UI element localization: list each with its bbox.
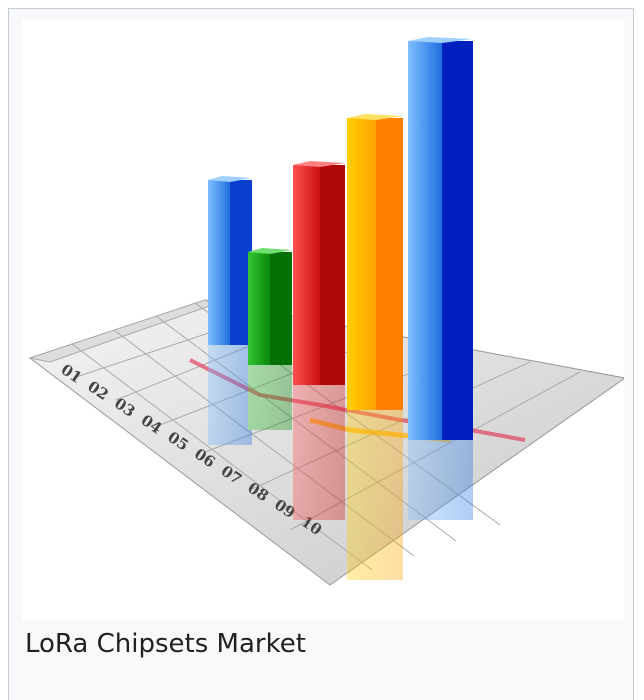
thumbnail-card: 01 02 03 04 05 06 07 08 09 10 xyxy=(8,8,634,700)
bar-orange xyxy=(347,114,403,410)
bars xyxy=(208,37,473,440)
bar-blue-large xyxy=(408,37,473,440)
caption: LoRa Chipsets Market xyxy=(25,629,306,659)
bar-blue-small xyxy=(208,176,252,345)
chart-illustration: 01 02 03 04 05 06 07 08 09 10 xyxy=(22,20,627,620)
bar-red xyxy=(293,161,345,385)
bar-reflections xyxy=(208,345,473,580)
bar-green xyxy=(248,248,292,365)
